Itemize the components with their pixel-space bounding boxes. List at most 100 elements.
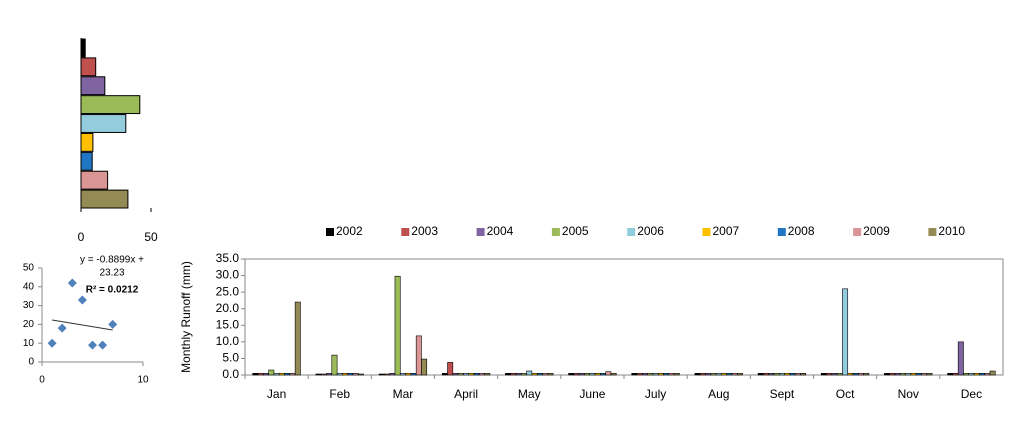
legend-marker <box>401 228 410 236</box>
trendline <box>52 319 113 331</box>
bar <box>468 373 475 376</box>
bar <box>989 370 996 376</box>
bar <box>710 373 717 376</box>
bar <box>884 373 891 376</box>
y-tick-label: 30.0 <box>216 268 240 282</box>
point <box>47 338 57 348</box>
bar <box>515 373 522 376</box>
bar <box>705 373 712 376</box>
legend-label: 2004 <box>487 224 514 238</box>
annotation: 23.23 <box>99 268 124 279</box>
bar <box>842 288 849 376</box>
bar <box>80 95 141 115</box>
bar <box>979 373 985 376</box>
bar <box>336 373 343 376</box>
point <box>57 323 67 333</box>
bar <box>736 373 743 376</box>
y-tick-label: 10.0 <box>216 334 240 348</box>
legend-marker <box>702 228 711 236</box>
y-tick-label: 25.0 <box>216 284 240 298</box>
bar <box>721 373 728 376</box>
bar <box>347 373 354 376</box>
bar <box>452 373 459 376</box>
bar <box>858 373 864 376</box>
point <box>108 319 118 329</box>
point <box>67 278 77 288</box>
bar <box>289 373 296 376</box>
legend-marker <box>627 228 636 236</box>
y-tick-label: 5.0 <box>222 351 239 365</box>
bar <box>473 373 480 376</box>
bar <box>784 373 791 376</box>
bar <box>820 373 827 376</box>
bar <box>331 354 338 376</box>
bar <box>394 275 401 376</box>
bar <box>479 373 485 376</box>
bar <box>863 373 870 376</box>
x-tick-label: June <box>579 387 605 401</box>
y-tick-label: 15.0 <box>216 317 240 331</box>
annotation: R² = 0.0212 <box>86 285 139 296</box>
bar <box>80 76 106 96</box>
x-tick-label: 0 <box>39 375 45 386</box>
bar <box>510 373 517 376</box>
bar <box>463 373 470 376</box>
bar <box>668 373 675 376</box>
bar <box>642 373 648 376</box>
bar <box>610 373 617 376</box>
x-tick-label: Sept <box>770 387 795 401</box>
x-tick-label: 0 <box>78 230 85 244</box>
legend-label: 2005 <box>562 224 589 238</box>
legend-marker <box>928 228 937 236</box>
bar <box>505 373 511 376</box>
bar <box>673 373 680 376</box>
annotation: y = -0.8899x + <box>80 255 144 266</box>
bar <box>268 369 275 376</box>
bar <box>342 373 348 376</box>
y-axis-label: Monthly Runoff (mm) <box>179 261 193 373</box>
bar <box>378 373 385 376</box>
bar <box>384 373 390 376</box>
legend-label: 2002 <box>336 224 363 238</box>
bar <box>320 373 327 376</box>
legend-label: 2006 <box>637 224 664 238</box>
bar <box>80 57 97 77</box>
legend-marker <box>853 228 862 236</box>
bar <box>826 373 833 376</box>
bar <box>578 373 585 376</box>
bar <box>584 373 591 376</box>
bar <box>600 373 606 376</box>
bar <box>526 370 533 376</box>
bar <box>957 341 964 376</box>
bar <box>847 373 854 376</box>
bar <box>542 373 549 376</box>
legend-marker <box>551 228 560 236</box>
y-tick-label: 10 <box>23 338 35 349</box>
bar <box>80 38 86 58</box>
bar <box>605 371 612 376</box>
bar <box>699 373 706 376</box>
bar <box>636 373 643 376</box>
y-tick-label: 50 <box>23 263 35 274</box>
bar <box>968 373 975 376</box>
legend-label: 2003 <box>411 224 438 238</box>
bar <box>726 373 733 376</box>
x-tick-label: 10 <box>137 375 149 386</box>
bar <box>631 373 638 376</box>
x-tick-label: April <box>454 387 478 401</box>
bar <box>905 373 912 376</box>
bar <box>594 373 601 376</box>
y-tick-label: 0 <box>28 357 34 368</box>
y-tick-label: 0.0 <box>222 367 239 381</box>
x-tick-label: Jan <box>267 387 286 401</box>
bar <box>889 373 896 376</box>
x-tick-label: Dec <box>961 387 982 401</box>
bar <box>589 373 596 376</box>
legend-label: 2010 <box>938 224 965 238</box>
bar <box>80 189 129 209</box>
bar <box>315 373 322 376</box>
bar <box>778 373 785 376</box>
bar <box>952 373 959 376</box>
bar <box>294 301 301 376</box>
